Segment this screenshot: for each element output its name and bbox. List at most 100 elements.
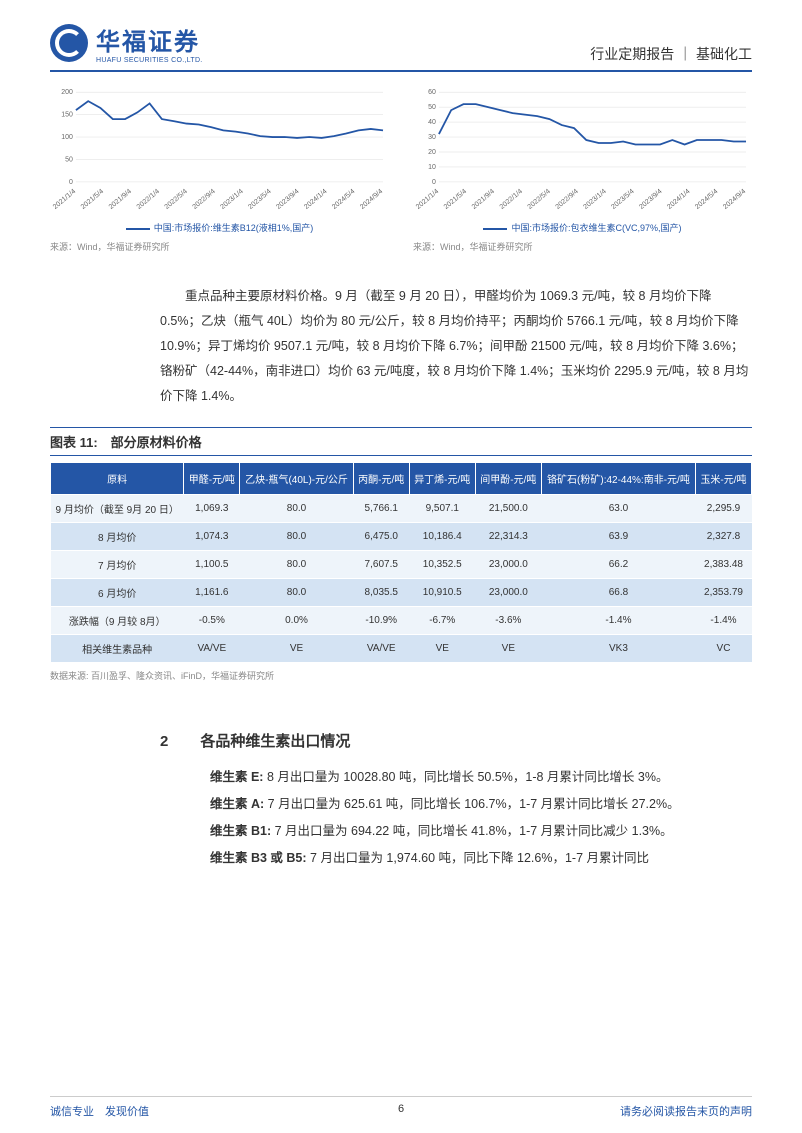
table-cell: 23,000.0 xyxy=(475,551,541,579)
section-2-title: 各品种维生素出口情况 xyxy=(200,733,350,750)
table-cell: 10,352.5 xyxy=(409,551,475,579)
svg-text:2024/5/4: 2024/5/4 xyxy=(694,188,719,211)
svg-text:2023/9/4: 2023/9/4 xyxy=(638,188,663,211)
export-item-text: 7 月出口量为 625.61 吨，同比增长 106.7%，1-7 月累计同比增长… xyxy=(264,797,679,811)
table-cell: VK3 xyxy=(541,635,695,663)
svg-text:2022/1/4: 2022/1/4 xyxy=(136,188,161,211)
table-cell: 7 月均价 xyxy=(51,551,184,579)
table-cell: -1.4% xyxy=(695,607,751,635)
table-cell: 2,295.9 xyxy=(695,495,751,523)
footer-page-number: 6 xyxy=(398,1103,404,1115)
table-cell: 10,910.5 xyxy=(409,579,475,607)
table-cell: 7,607.5 xyxy=(353,551,409,579)
svg-text:2023/5/4: 2023/5/4 xyxy=(247,188,272,211)
table-row: 8 月均价1,074.380.06,475.010,186.422,314.36… xyxy=(51,523,752,551)
chart-right-svg: 01020304050602021/1/42021/5/42021/9/4202… xyxy=(413,86,752,216)
header-right-text: 行业定期报告 ｜ 基础化工 xyxy=(590,44,752,64)
svg-text:2021/5/4: 2021/5/4 xyxy=(80,188,105,211)
table-cell: 1,100.5 xyxy=(184,551,240,579)
svg-text:0: 0 xyxy=(432,179,436,186)
table-cell: 66.2 xyxy=(541,551,695,579)
table-cell: 6 月均价 xyxy=(51,579,184,607)
table-cell: 66.8 xyxy=(541,579,695,607)
svg-text:2021/9/4: 2021/9/4 xyxy=(108,188,133,211)
table-cell: VE xyxy=(475,635,541,663)
table-cell: VA/VE xyxy=(353,635,409,663)
table-cell: 23,000.0 xyxy=(475,579,541,607)
svg-text:2024/1/4: 2024/1/4 xyxy=(666,188,691,211)
export-item-text: 7 月出口量为 1,974.60 吨，同比下降 12.6%，1-7 月累计同比 xyxy=(307,851,649,865)
table-cell: VE xyxy=(409,635,475,663)
chart-left-svg: 0501001502002021/1/42021/5/42021/9/42022… xyxy=(50,86,389,216)
raw-materials-table: 原料甲醛-元/吨乙炔-瓶气(40L)-元/公斤丙酮-元/吨异丁烯-元/吨间甲酚-… xyxy=(50,462,752,663)
svg-text:2022/9/4: 2022/9/4 xyxy=(555,188,580,211)
export-item-label: 维生素 A: xyxy=(210,797,264,811)
table-cell: 8,035.5 xyxy=(353,579,409,607)
table-cell: VC xyxy=(695,635,751,663)
export-item: 维生素 B3 或 B5: 7 月出口量为 1,974.60 吨，同比下降 12.… xyxy=(185,846,752,871)
table-cell: 21,500.0 xyxy=(475,495,541,523)
logo-text-en: HUAFU SECURITIES CO.,LTD. xyxy=(96,57,203,64)
table-col-header: 铬矿石(粉矿):42-44%:南非-元/吨 xyxy=(541,463,695,495)
svg-text:2022/5/4: 2022/5/4 xyxy=(164,188,189,211)
export-item-label: 维生素 B1: xyxy=(210,824,271,838)
svg-text:200: 200 xyxy=(61,89,73,96)
svg-text:2023/1/4: 2023/1/4 xyxy=(219,188,244,211)
export-item: 维生素 E: 8 月出口量为 10028.80 吨，同比增长 50.5%，1-8… xyxy=(185,765,752,790)
svg-text:2022/1/4: 2022/1/4 xyxy=(499,188,524,211)
svg-text:150: 150 xyxy=(61,112,73,119)
page-header: 华福证券 HUAFU SECURITIES CO.,LTD. 行业定期报告 ｜ … xyxy=(50,20,752,72)
table-cell: 63.0 xyxy=(541,495,695,523)
table-cell: 80.0 xyxy=(240,523,353,551)
chart-left-legend-text: 中国:市场报价:维生素B12(液相1%,国产) xyxy=(154,223,314,233)
table-cell: -10.9% xyxy=(353,607,409,635)
table-row: 7 月均价1,100.580.07,607.510,352.523,000.06… xyxy=(51,551,752,579)
svg-text:2023/9/4: 2023/9/4 xyxy=(275,188,300,211)
svg-text:20: 20 xyxy=(428,149,436,156)
table-cell: VA/VE xyxy=(184,635,240,663)
svg-text:2022/5/4: 2022/5/4 xyxy=(527,188,552,211)
table-cell: 9 月均价（截至 9月 20 日） xyxy=(51,495,184,523)
svg-text:10: 10 xyxy=(428,164,436,171)
svg-text:50: 50 xyxy=(65,156,73,163)
table-cell: 10,186.4 xyxy=(409,523,475,551)
table-title: 图表 11: 部分原材料价格 xyxy=(50,427,752,456)
export-item-text: 7 月出口量为 694.22 吨，同比增长 41.8%，1-7 月累计同比减少 … xyxy=(271,824,673,838)
table-col-header: 甲醛-元/吨 xyxy=(184,463,240,495)
table-row: 9 月均价（截至 9月 20 日）1,069.380.05,766.19,507… xyxy=(51,495,752,523)
table-cell: -0.5% xyxy=(184,607,240,635)
table-cell: 6,475.0 xyxy=(353,523,409,551)
logo-text-cn: 华福证券 xyxy=(96,22,203,57)
table-cell: 80.0 xyxy=(240,579,353,607)
page-footer: 诚信专业 发现价值 6 请务必阅读报告末页的声明 xyxy=(50,1096,752,1119)
table-cell: -1.4% xyxy=(541,607,695,635)
table-cell: 2,353.79 xyxy=(695,579,751,607)
table-cell: 2,383.48 xyxy=(695,551,751,579)
svg-text:2021/5/4: 2021/5/4 xyxy=(443,188,468,211)
svg-text:2024/9/4: 2024/9/4 xyxy=(722,188,747,211)
table-row: 相关维生素品种VA/VEVEVA/VEVEVEVK3VC xyxy=(51,635,752,663)
table-cell: 22,314.3 xyxy=(475,523,541,551)
svg-text:30: 30 xyxy=(428,134,436,141)
logo-icon xyxy=(50,24,88,62)
footer-right: 请务必阅读报告末页的声明 xyxy=(620,1103,752,1119)
table-col-header: 间甲酚-元/吨 xyxy=(475,463,541,495)
table-cell: 1,074.3 xyxy=(184,523,240,551)
export-item-text: 8 月出口量为 10028.80 吨，同比增长 50.5%，1-8 月累计同比增… xyxy=(263,770,668,784)
svg-text:2022/9/4: 2022/9/4 xyxy=(192,188,217,211)
svg-text:0: 0 xyxy=(69,179,73,186)
paragraph-raw-materials: 重点品种主要原材料价格。9 月（截至 9 月 20 日），甲醛均价为 1069.… xyxy=(160,284,752,409)
section-2-heading: 2各品种维生素出口情况 xyxy=(160,730,752,751)
export-item: 维生素 B1: 7 月出口量为 694.22 吨，同比增长 41.8%，1-7 … xyxy=(185,819,752,844)
charts-row: 0501001502002021/1/42021/5/42021/9/42022… xyxy=(50,86,752,256)
section-2-body: 维生素 E: 8 月出口量为 10028.80 吨，同比增长 50.5%，1-8… xyxy=(185,765,752,871)
footer-left: 诚信专业 发现价值 xyxy=(50,1103,149,1119)
table-col-header: 乙炔-瓶气(40L)-元/公斤 xyxy=(240,463,353,495)
table-row: 6 月均价1,161.680.08,035.510,910.523,000.06… xyxy=(51,579,752,607)
chart-right-legend: 中国:市场报价:包衣维生素C(VC,97%,国产) xyxy=(413,221,752,234)
svg-text:40: 40 xyxy=(428,119,436,126)
chart-left: 0501001502002021/1/42021/5/42021/9/42022… xyxy=(50,86,389,256)
table-col-header: 丙酮-元/吨 xyxy=(353,463,409,495)
svg-text:2024/5/4: 2024/5/4 xyxy=(331,188,356,211)
table-col-header: 异丁烯-元/吨 xyxy=(409,463,475,495)
